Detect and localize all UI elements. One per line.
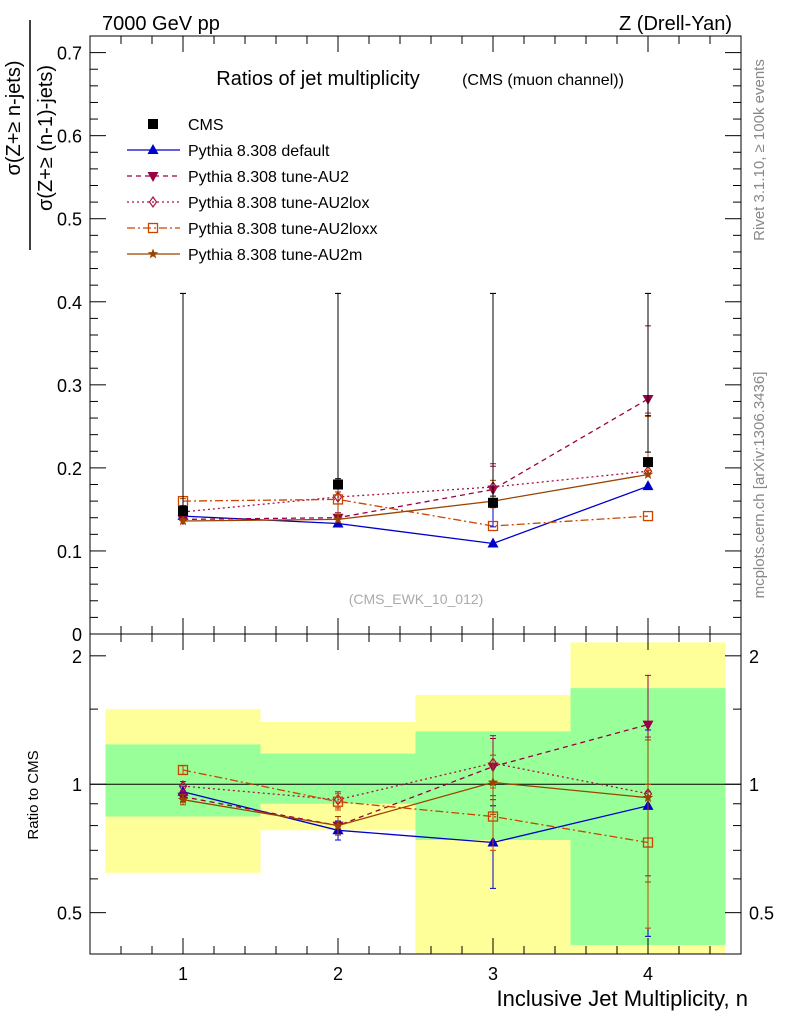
ratio-point-AU2loxx (177, 764, 189, 776)
ratio-point-AU2 (642, 720, 654, 731)
main-point-AU2m (332, 513, 344, 524)
chart-title: Ratios of jet multiplicity (216, 68, 419, 90)
main-line-AU2 (182, 398, 649, 521)
main-point-default (487, 537, 499, 548)
legend-marker-AU2m (147, 248, 159, 259)
y-axis-label-denominator: σ(Z+≥ (n-1)-jets) (35, 65, 57, 211)
ratio-series-group (177, 674, 654, 937)
legend-item-CMS: CMS (148, 117, 224, 134)
ratio-line-AU2loxx (182, 769, 649, 844)
legend-item-AU2lox: Pythia 8.308 tune-AU2lox (127, 195, 369, 212)
main-series-AU2 (177, 292, 654, 526)
ratio-point-AU2lox (178, 780, 188, 793)
ratio-line-AU2m (182, 781, 649, 827)
main-series-AU2loxx (177, 292, 654, 532)
main-series-AU2m (177, 292, 654, 526)
ratio-y-tick-label-right: 2 (749, 647, 759, 667)
ratio-point-AU2m (487, 776, 499, 787)
header-process-label: Z (Drell-Yan) (619, 13, 732, 35)
main-point-CMS (333, 479, 343, 490)
legend: CMS Pythia 8.308 default Pythia 8.308 tune… (127, 117, 377, 264)
x-tick-label: 2 (333, 964, 343, 984)
main-line-AU2lox (182, 470, 649, 513)
main-point-CMS (643, 457, 653, 468)
ratio-y-axis-label: Ratio to CMS (25, 750, 42, 839)
main-point-CMS (488, 497, 498, 508)
main-y-tick-label: 0.3 (57, 376, 82, 396)
ratio-y-tick-label-left: 0.5 (57, 904, 82, 924)
x-axis-label: Inclusive Jet Multiplicity, n (497, 986, 748, 1011)
main-y-tick-label: 0.6 (57, 127, 82, 147)
header-energy-label: 7000 GeV pp (102, 13, 220, 35)
ratio-panel: 0.5 0.5 1 1 2 2 1 2 3 4 Ratio to CMS Inclusive Je… (25, 633, 774, 1011)
legend-marker-default (147, 144, 159, 154)
ratio-point-AU2m (177, 794, 189, 805)
main-point-CMS (178, 506, 188, 517)
main-point-AU2m (177, 515, 189, 526)
main-y-tick-label: 0.2 (57, 459, 82, 479)
legend-item-AU2m: Pythia 8.308 tune-AU2m (127, 247, 362, 264)
main-series-group (177, 292, 654, 548)
main-line-AU2loxx (182, 498, 649, 527)
rivet-version-label: Rivet 3.1.10, ≥ 100k events (751, 59, 768, 241)
ratio-line-AU2lox (182, 762, 649, 801)
main-point-AU2loxx (642, 510, 654, 522)
main-series-AU2lox (178, 292, 653, 518)
ratio-axes: 0.5 0.5 1 1 2 2 1 2 3 4 (57, 634, 774, 984)
main-y-tick-label: 0.5 (57, 210, 82, 230)
ratio-frame (89, 633, 742, 955)
legend-marker-CMS (148, 119, 158, 129)
x-tick-label: 4 (643, 964, 653, 984)
main-axes: 0 0.1 0.2 0.3 0.4 0.5 0.6 0.7 (57, 36, 741, 645)
main-point-AU2m (642, 469, 654, 479)
main-line-default (182, 485, 649, 545)
ratio-point-AU2m (332, 820, 344, 830)
legend-label-AU2m: Pythia 8.308 tune-AU2m (188, 247, 362, 264)
ratio-line-default (182, 791, 649, 844)
ratio-point-AU2loxx (332, 796, 344, 807)
ratio-series-AU2m (177, 739, 654, 883)
ratio-y-tick-label-right: 0.5 (749, 904, 774, 924)
legend-marker-AU2 (147, 172, 159, 182)
x-tick-label: 3 (488, 964, 498, 984)
main-line-AU2m (182, 473, 649, 522)
ratio-y-tick-label-left: 1 (72, 775, 82, 795)
legend-marker-AU2lox (148, 195, 158, 209)
main-point-default (642, 480, 654, 491)
legend-label-AU2loxx: Pythia 8.308 tune-AU2loxx (188, 221, 377, 238)
main-y-tick-label: 0.4 (57, 293, 82, 313)
legend-marker-AU2loxx (147, 222, 159, 234)
legend-item-AU2: Pythia 8.308 tune-AU2 (127, 169, 349, 186)
main-series-default (177, 292, 654, 548)
x-tick-label: 1 (178, 964, 188, 984)
main-y-tick-label: 0.7 (57, 44, 82, 64)
main-point-AU2loxx (487, 520, 499, 532)
mcplots-reference-label: mcplots.cern.ch [arXiv:1306.3436] (751, 372, 768, 599)
ratio-y-tick-label-right: 1 (749, 775, 759, 795)
legend-item-AU2loxx: Pythia 8.308 tune-AU2loxx (127, 221, 377, 238)
legend-label-default: Pythia 8.308 default (188, 143, 330, 160)
legend-label-AU2: Pythia 8.308 tune-AU2 (188, 169, 349, 186)
main-y-tick-label: 0.1 (57, 542, 82, 562)
legend-label-CMS: CMS (188, 117, 224, 134)
main-panel: 0 0.1 0.2 0.3 0.4 0.5 0.6 0.7 Ratios of jet mul… (3, 20, 742, 645)
ratio-y-tick-label-left: 2 (72, 647, 82, 667)
legend-label-AU2lox: Pythia 8.308 tune-AU2lox (188, 195, 369, 212)
y-axis-label-numerator: σ(Z+≥ n-jets) (3, 61, 25, 176)
ratio-uncertainty-bands (105, 642, 726, 954)
analysis-id-label: (CMS_EWK_10_012) (349, 591, 484, 607)
y-axis-label: σ(Z+≥ n-jets) σ(Z+≥ (n-1)-jets) (3, 20, 57, 250)
legend-item-default: Pythia 8.308 default (127, 143, 330, 160)
ratio-point-AU2m (642, 792, 654, 803)
main-y-tick-label: 0 (72, 625, 82, 645)
chart-subtitle: (CMS (muon channel)) (462, 72, 624, 89)
main-series-CMS (178, 292, 653, 517)
